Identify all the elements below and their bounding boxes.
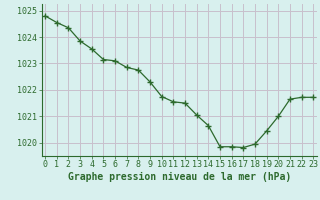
X-axis label: Graphe pression niveau de la mer (hPa): Graphe pression niveau de la mer (hPa) xyxy=(68,172,291,182)
